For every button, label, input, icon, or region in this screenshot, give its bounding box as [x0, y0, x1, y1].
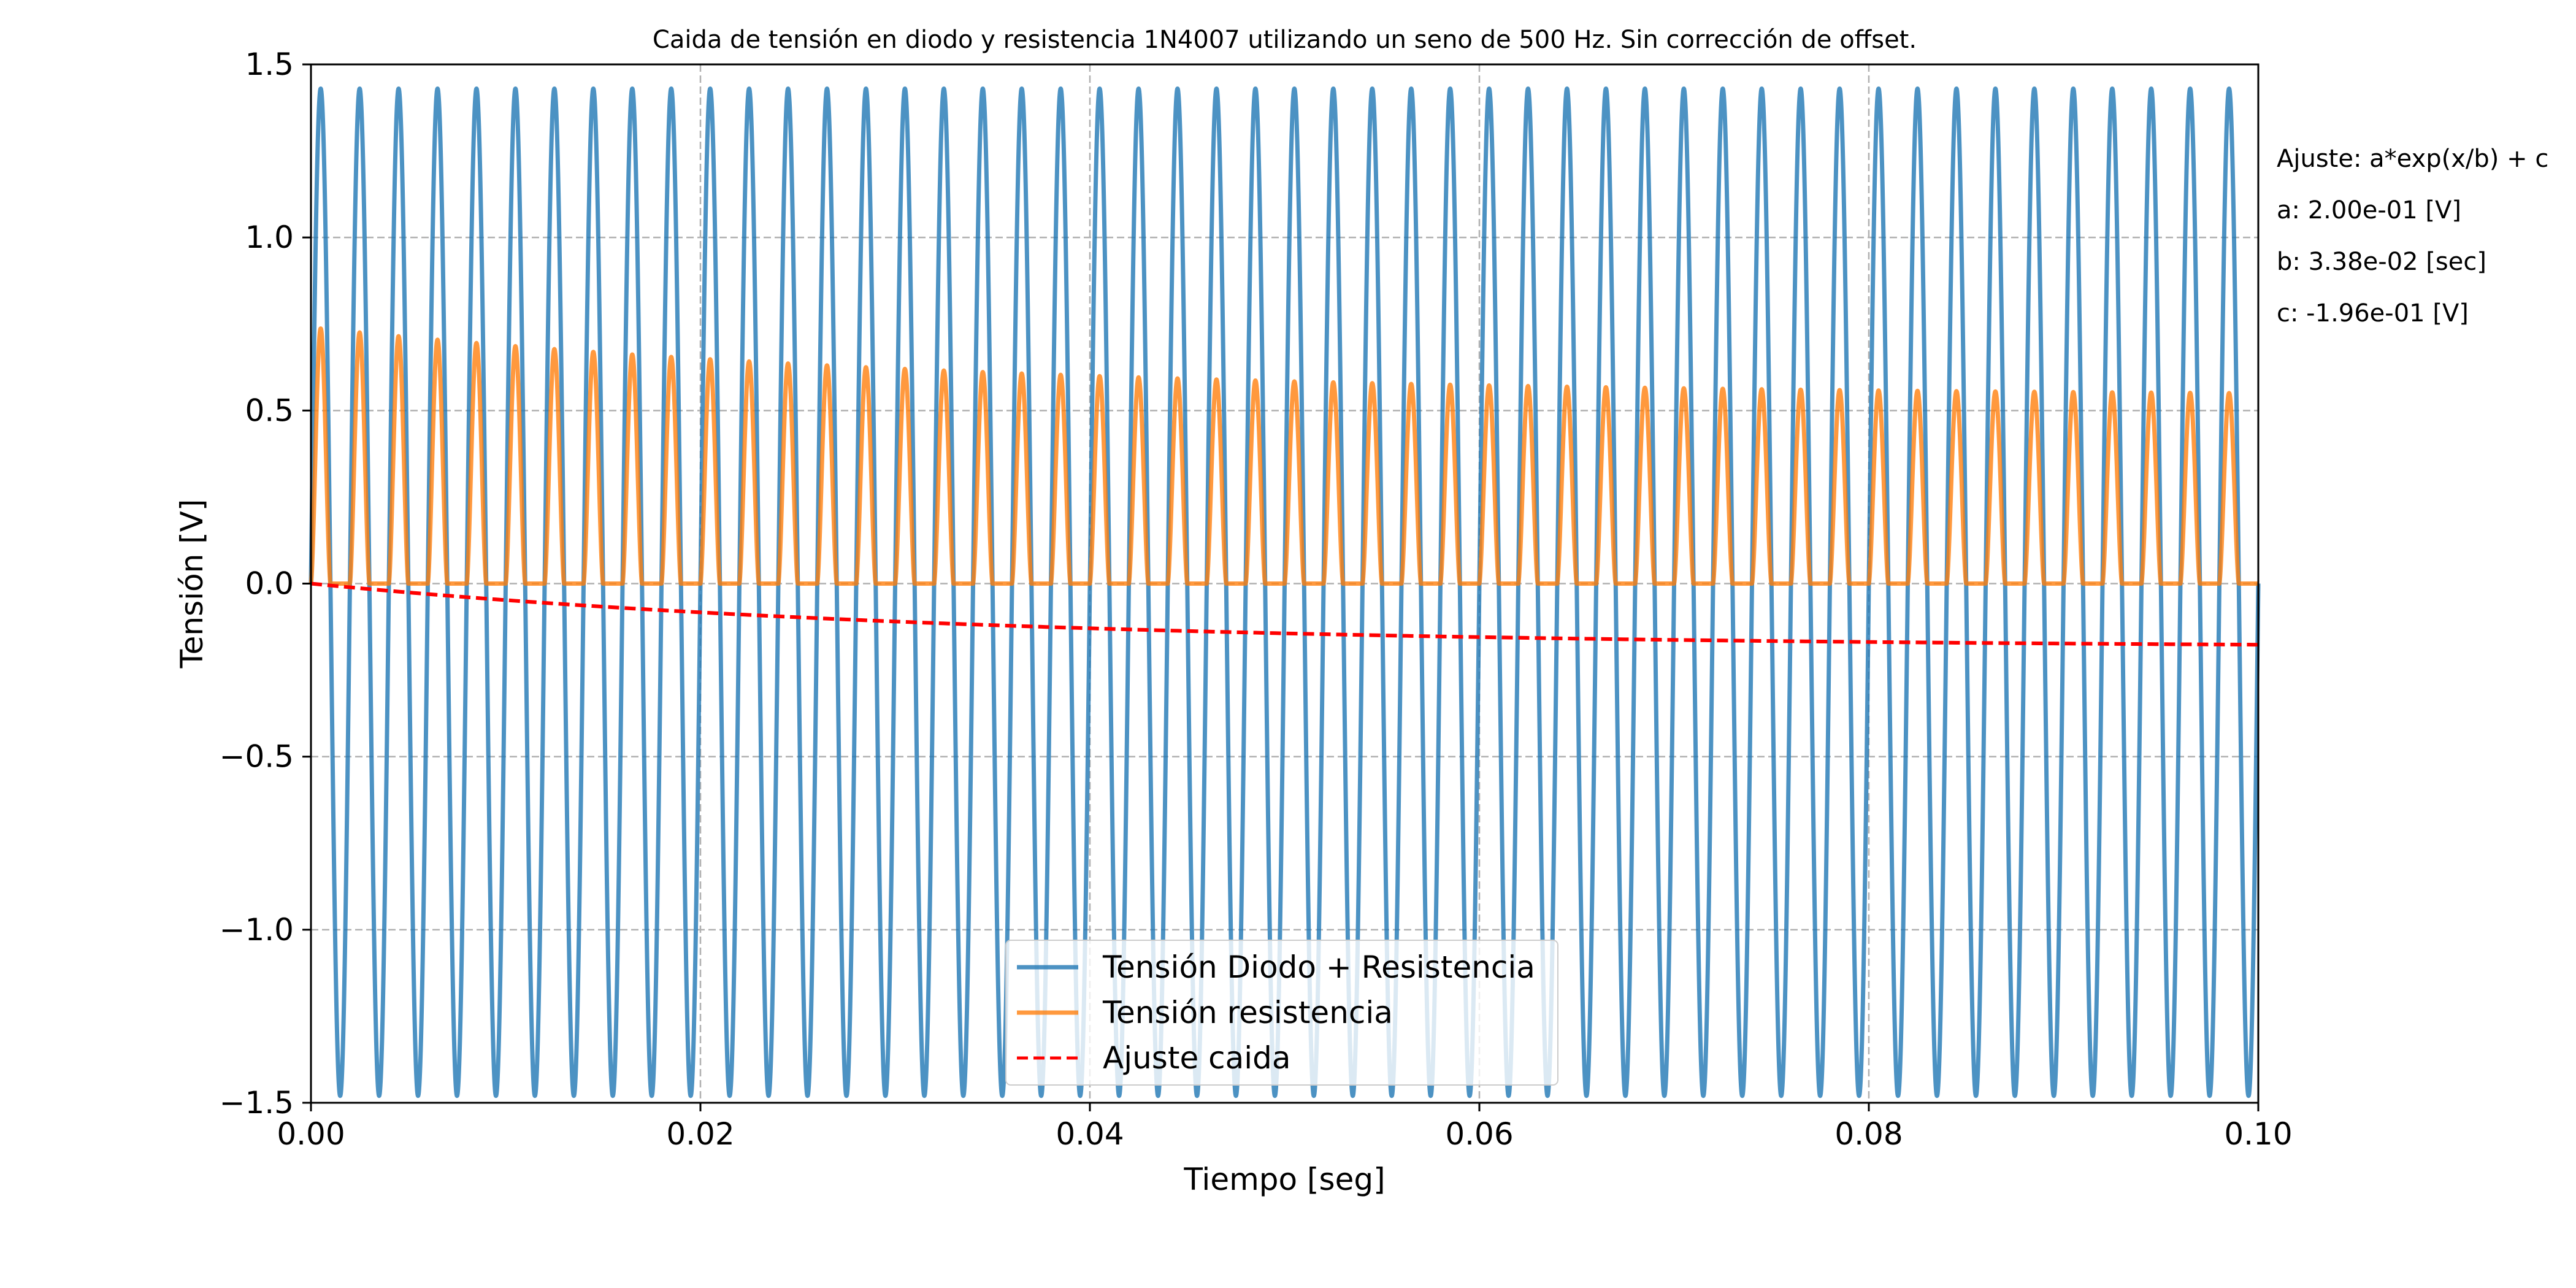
legend: Tensión Diodo + Resistencia Tensión resi… — [1005, 940, 1558, 1086]
y-axis-label: Tensión [V] — [174, 499, 210, 669]
fit-formula-annotation: Ajuste: a*exp(x/b) + c — [2277, 145, 2548, 173]
plot-series — [309, 86, 2261, 1098]
axis-ticks: 0.00 0.02 0.04 0.06 0.08 0.10 −1.5 −1.0 −0.5 0.0 0… — [220, 47, 2293, 1152]
fit-param-c-annotation: c: -1.96e-01 [V] — [2277, 299, 2469, 328]
x-tick-label: 0.04 — [1056, 1116, 1124, 1152]
x-tick-label: 0.08 — [1834, 1116, 1903, 1152]
y-tick-label: −1.5 — [220, 1085, 294, 1121]
y-tick-label: 1.5 — [245, 47, 294, 82]
y-tick-label: −1.0 — [220, 912, 294, 948]
fit-annotations: Ajuste: a*exp(x/b) + c a: 2.00e-01 [V] b… — [2277, 145, 2548, 328]
y-tick-label: 0.5 — [245, 393, 294, 428]
legend-label-ajuste-caida: Ajuste caida — [1103, 1040, 1291, 1076]
fit-param-b-annotation: b: 3.38e-02 [sec] — [2277, 248, 2486, 276]
legend-label-resistencia: Tensión resistencia — [1102, 995, 1393, 1030]
x-tick-label: 0.06 — [1445, 1116, 1513, 1152]
fit-param-a-annotation: a: 2.00e-01 [V] — [2277, 196, 2461, 224]
series-line-resistencia — [309, 326, 2261, 586]
y-tick-label: 1.0 — [245, 220, 294, 255]
legend-label-diodo-resistencia: Tensión Diodo + Resistencia — [1102, 949, 1535, 985]
y-tick-label: −0.5 — [220, 739, 294, 775]
x-tick-label: 0.10 — [2224, 1116, 2292, 1152]
series-line-ajuste-caida — [310, 581, 2259, 647]
x-axis-label: Tiempo [seg] — [1183, 1162, 1385, 1197]
chart-title: Caida de tensión en diodo y resistencia … — [653, 26, 1917, 54]
x-tick-label: 0.00 — [277, 1116, 345, 1152]
legend-box — [1005, 940, 1558, 1086]
y-tick-label: 0.0 — [245, 566, 294, 602]
x-tick-label: 0.02 — [666, 1116, 734, 1152]
